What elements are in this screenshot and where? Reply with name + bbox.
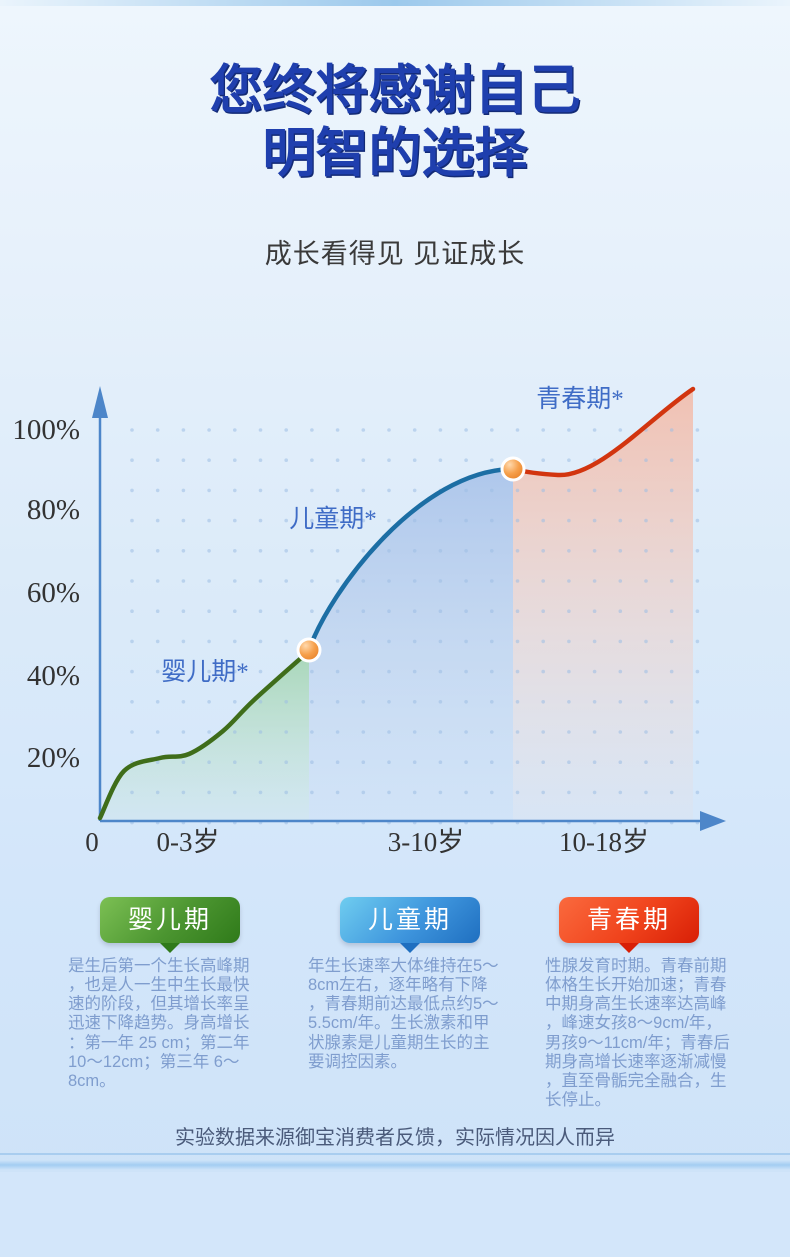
svg-text:0-3岁: 0-3岁 <box>157 827 220 857</box>
svg-text:100%: 100% <box>12 414 80 446</box>
svg-text:10-18岁: 10-18岁 <box>559 827 649 857</box>
svg-text:0: 0 <box>85 827 99 857</box>
svg-text:60%: 60% <box>27 577 80 609</box>
svg-text:80%: 80% <box>27 494 80 526</box>
svg-text:3-10岁: 3-10岁 <box>388 827 465 857</box>
svg-text:儿童期*: 儿童期* <box>289 505 377 533</box>
svg-text:20%: 20% <box>27 742 80 774</box>
svg-text:40%: 40% <box>27 660 80 692</box>
svg-text:婴儿期*: 婴儿期* <box>161 659 249 686</box>
svg-text:青春期*: 青春期* <box>536 385 624 413</box>
